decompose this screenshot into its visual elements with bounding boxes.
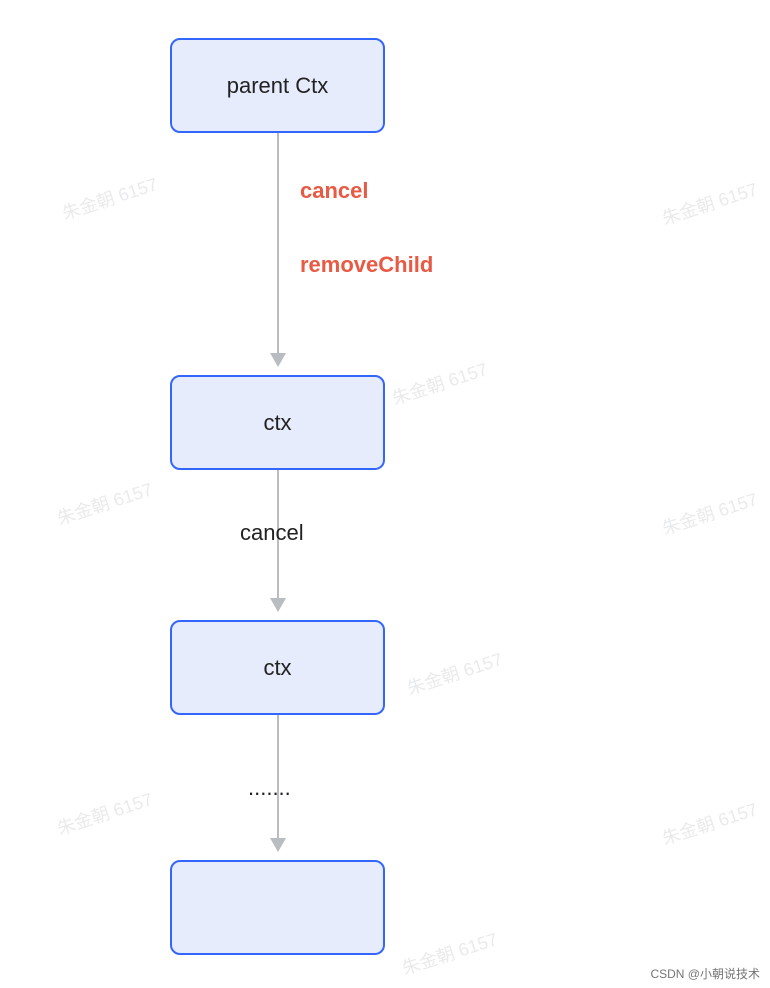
watermark: 朱金朝 6157 bbox=[658, 795, 760, 850]
watermark: 朱金朝 6157 bbox=[403, 645, 505, 700]
node-ctx-2: ctx bbox=[170, 620, 385, 715]
watermark: 朱金朝 6157 bbox=[58, 170, 160, 225]
node-ctx-1: ctx bbox=[170, 375, 385, 470]
attribution-text: CSDN @小朝说技术 bbox=[650, 965, 760, 982]
edge-label-removechild: removeChild bbox=[300, 252, 433, 278]
edge-parent-to-ctx1 bbox=[277, 133, 279, 365]
watermark: 朱金朝 6157 bbox=[388, 355, 490, 410]
node-parent-ctx: parent Ctx bbox=[170, 38, 385, 133]
node-label: parent Ctx bbox=[227, 73, 329, 99]
edge-label-cancel: cancel bbox=[240, 520, 304, 546]
watermark: 朱金朝 6157 bbox=[53, 785, 155, 840]
node-label: ctx bbox=[263, 655, 291, 681]
node-ctx-3 bbox=[170, 860, 385, 955]
node-label: ctx bbox=[263, 410, 291, 436]
edge-label-ellipsis: ....... bbox=[248, 775, 291, 801]
watermark: 朱金朝 6157 bbox=[658, 485, 760, 540]
edge-label-cancel-highlight: cancel bbox=[300, 178, 369, 204]
watermark: 朱金朝 6157 bbox=[398, 925, 500, 980]
watermark: 朱金朝 6157 bbox=[658, 175, 760, 230]
watermark: 朱金朝 6157 bbox=[53, 475, 155, 530]
context-cancel-flowchart: parent Ctx ctx ctx .arrow::after{border-… bbox=[0, 0, 770, 988]
